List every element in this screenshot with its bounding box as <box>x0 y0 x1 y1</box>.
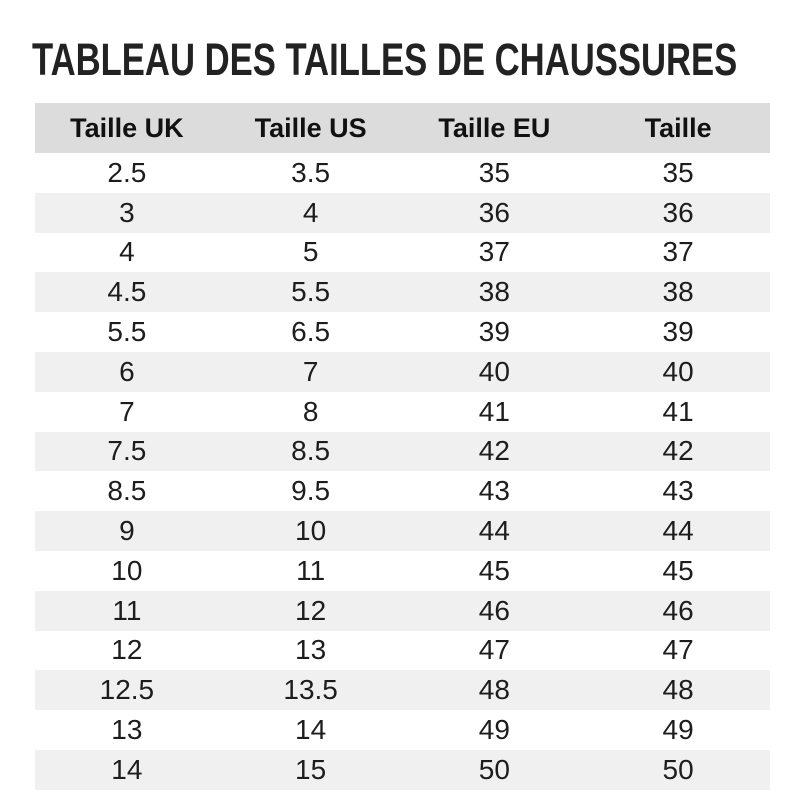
size-cell: 41 <box>478 395 510 427</box>
size-cell: 7 <box>119 395 135 427</box>
table-row: 12 13 47 47 <box>35 631 770 671</box>
table-body: 2.5 3.5 35 35 3 4 36 36 4 5 37 37 4.5 5.5 38 38 5.5 6.5 39… <box>35 153 770 790</box>
table-row: 2.5 3.5 35 35 <box>35 153 770 193</box>
size-cell: 13 <box>111 714 143 746</box>
size-cell: 7 <box>302 355 319 387</box>
size-cell: 10 <box>295 515 327 547</box>
table-header-row: Taille UK Taille US Taille EU Taille <box>35 103 770 153</box>
size-cell: 8.5 <box>291 435 331 467</box>
size-cell: 5.5 <box>107 316 147 348</box>
size-cell: 47 <box>478 634 510 666</box>
size-cell: 5.5 <box>291 276 331 308</box>
size-cell: 42 <box>662 435 694 467</box>
size-cell: 47 <box>662 634 694 666</box>
size-cell: 7.5 <box>107 435 147 467</box>
table-row: 4.5 5.5 38 38 <box>35 272 770 313</box>
table-row: 5.5 6.5 39 39 <box>35 312 770 352</box>
table-row: 10 11 45 45 <box>35 551 770 591</box>
size-cell: 45 <box>478 554 510 586</box>
size-cell: 43 <box>478 475 510 507</box>
column-header: Taille EU <box>438 112 551 143</box>
size-cell: 13 <box>295 634 327 666</box>
size-cell: 49 <box>662 714 694 746</box>
size-cell: 12 <box>295 594 327 626</box>
size-cell: 10 <box>111 554 143 586</box>
size-cell: 40 <box>478 355 510 387</box>
size-cell: 14 <box>295 714 327 746</box>
size-cell: 40 <box>662 355 694 387</box>
table-row: 13 14 49 49 <box>35 710 770 750</box>
size-cell: 11 <box>112 594 142 626</box>
table-row: 12.5 13.5 48 48 <box>35 670 770 711</box>
size-cell: 9 <box>119 515 135 547</box>
table-row: 8.5 9.5 43 43 <box>35 471 770 511</box>
size-cell: 48 <box>662 674 694 706</box>
size-cell: 6.5 <box>291 316 331 348</box>
size-cell: 50 <box>662 753 694 785</box>
size-cell: 2.5 <box>107 156 147 188</box>
table-row: 6 7 40 40 <box>35 351 770 392</box>
size-cell: 12.5 <box>99 674 155 706</box>
size-cell: 41 <box>662 395 694 427</box>
column-header: Taille <box>644 112 712 143</box>
size-cell: 35 <box>478 156 510 188</box>
size-cell: 6 <box>119 355 135 387</box>
column-header: Taille UK <box>70 112 184 143</box>
table-row: 11 12 46 46 <box>35 590 770 631</box>
size-cell: 37 <box>478 236 510 268</box>
size-cell: 36 <box>478 196 510 228</box>
table-row: 4 5 37 37 <box>35 233 770 273</box>
size-cell: 13.5 <box>283 674 338 706</box>
table-row: 7.5 8.5 42 42 <box>35 431 770 472</box>
size-cell: 38 <box>478 276 510 308</box>
column-header: Taille US <box>254 112 367 143</box>
size-cell: 46 <box>662 594 694 626</box>
size-cell: 44 <box>478 515 510 547</box>
size-cell: 12 <box>111 634 143 666</box>
size-cell: 4 <box>302 196 319 228</box>
size-cell: 8.5 <box>107 475 147 507</box>
table-row: 7 8 41 41 <box>35 392 770 432</box>
size-cell: 49 <box>478 714 510 746</box>
size-cell: 8 <box>302 395 319 427</box>
size-cell: 35 <box>662 156 694 188</box>
size-cell: 9.5 <box>291 475 331 507</box>
size-cell: 4 <box>119 236 135 268</box>
size-cell: 11 <box>296 554 326 586</box>
size-cell: 48 <box>478 674 510 706</box>
table-row: 14 15 50 50 <box>35 749 770 790</box>
size-cell: 3.5 <box>291 156 331 188</box>
size-table: Taille UK Taille US Taille EU Taille 2.5 3.5… <box>35 103 770 790</box>
size-cell: 4.5 <box>107 276 147 308</box>
size-cell: 15 <box>295 753 327 785</box>
table-row: 9 10 44 44 <box>35 511 770 551</box>
size-cell: 36 <box>662 196 694 228</box>
size-cell: 3 <box>119 196 135 228</box>
size-cell: 42 <box>478 435 510 467</box>
size-cell: 14 <box>111 753 143 785</box>
size-cell: 45 <box>662 554 694 586</box>
size-cell: 50 <box>478 753 510 785</box>
size-cell: 44 <box>662 515 694 547</box>
table-row: 3 4 36 36 <box>35 192 770 233</box>
size-cell: 39 <box>662 316 694 348</box>
size-cell: 5 <box>302 236 319 268</box>
page-title: TABLEAU DES TAILLES DE CHAUSSURES <box>32 34 738 85</box>
size-cell: 38 <box>662 276 694 308</box>
size-cell: 46 <box>478 594 510 626</box>
size-cell: 37 <box>662 236 694 268</box>
size-cell: 43 <box>662 475 694 507</box>
size-cell: 39 <box>478 316 510 348</box>
